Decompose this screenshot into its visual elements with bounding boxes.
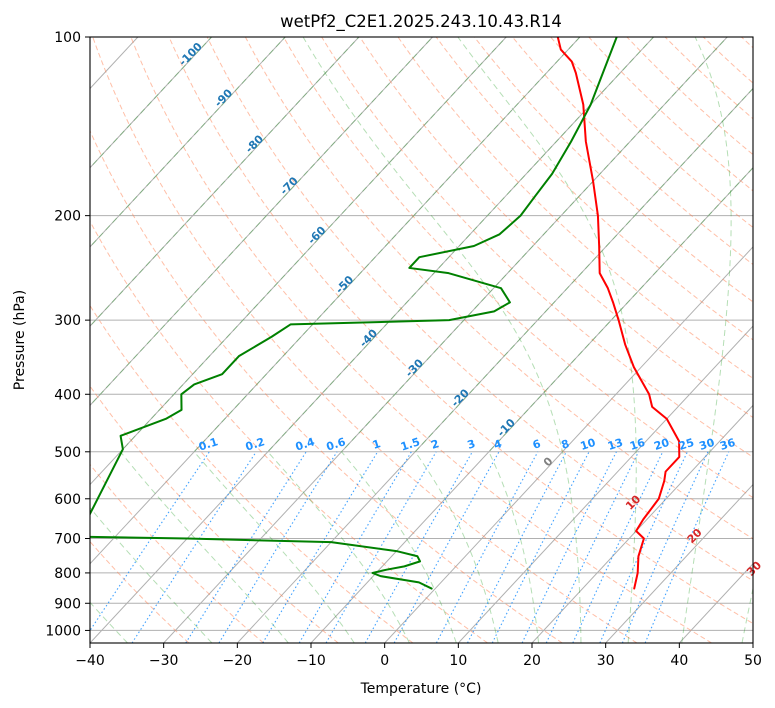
dry-adiabat-line	[244, 37, 753, 540]
chart-title: wetPf2_C2E1.2025.243.10.43.R14	[280, 12, 562, 32]
y-tick-label: 500	[54, 445, 81, 461]
x-tick-label: 50	[744, 653, 762, 669]
dry-adiabat-line	[321, 37, 753, 458]
mixing-ratio-line	[131, 451, 257, 643]
mixing-ratio-line	[393, 451, 500, 643]
mixing-ratio-label: 1.5	[399, 435, 422, 453]
moist-adiabat-line	[681, 37, 732, 643]
dry-adiabat-line	[283, 37, 753, 499]
dry-adiabat-line	[473, 37, 753, 303]
dry-adiabat-line	[359, 37, 753, 419]
mixing-ratio-line	[491, 451, 590, 643]
mixing-ratio-label: 25	[677, 436, 696, 453]
moist-adiabat-line	[488, 166, 753, 643]
isotherm-line	[531, 404, 753, 643]
isotherm-line	[163, 37, 728, 643]
isotherm-line	[384, 246, 753, 643]
moist-adiabat-line	[193, 37, 581, 643]
mixing-ratio-label: 2	[429, 437, 440, 452]
mixing-ratio-line	[644, 451, 730, 643]
y-tick-label: 700	[54, 532, 81, 548]
x-tick-label: −20	[223, 653, 253, 669]
mixing-ratio-label: 4	[492, 437, 504, 452]
mixing-ratio-label: 3	[466, 437, 477, 452]
mixing-ratio-label: 30	[698, 436, 717, 453]
y-tick-label: 300	[54, 313, 81, 329]
isotherm-line	[90, 37, 212, 169]
mixing-ratio-line	[90, 451, 210, 632]
mixing-ratio-label: 1	[371, 437, 382, 452]
dry-adiabat-line	[92, 37, 638, 643]
sounding-profiles	[90, 37, 681, 590]
isotherm-line	[90, 37, 433, 407]
y-tick-label: 600	[54, 492, 81, 508]
x-tick-label: 20	[523, 653, 541, 669]
mixing-ratio-line	[435, 451, 539, 643]
mixing-ratio-label: 36	[718, 436, 737, 453]
y-tick-label: 1000	[45, 623, 81, 639]
mixing-ratio-label: 6	[531, 437, 543, 452]
x-tick-label: −10	[296, 653, 326, 669]
mixing-ratio-label: 13	[606, 436, 625, 453]
y-tick-label: 200	[54, 209, 81, 225]
x-tick-label: 10	[449, 653, 467, 669]
moist-adiabat-line	[340, 37, 728, 643]
x-tick-label: 40	[670, 653, 688, 669]
mixing-ratio-label: 20	[652, 436, 671, 453]
isotherm-line	[90, 37, 654, 643]
x-tick-label: −30	[149, 653, 179, 669]
mixing-ratio-label: 16	[628, 436, 647, 453]
dry-adiabats	[90, 37, 753, 643]
mixing-ratio-lines	[90, 451, 730, 643]
y-tick-label: 900	[54, 596, 81, 612]
plot-frame	[89, 36, 754, 644]
isotherm-line	[90, 37, 360, 327]
x-axis-ticks: −40 −30 −20 −10 0 10 20 30 40 50	[75, 643, 762, 669]
moist-adiabat-line	[119, 37, 507, 643]
mixing-ratio-label: 0.4	[294, 435, 317, 453]
moist-adiabat-line	[267, 37, 654, 643]
mixing-ratio-label: 0.6	[325, 435, 348, 453]
moist-adiabat-line	[457, 37, 637, 643]
mixing-ratio-line	[262, 451, 379, 643]
moist-adiabat-line	[414, 87, 753, 643]
dewpoint-profile-line	[90, 37, 618, 590]
mixing-ratio-line	[185, 451, 307, 643]
y-axis-title: Pressure (hPa)	[12, 290, 28, 390]
dry-adiabat-line	[435, 37, 753, 341]
isotherm-line	[457, 325, 753, 643]
x-tick-label: 0	[380, 653, 389, 669]
dry-adiabat-line	[90, 304, 414, 643]
x-tick-label: 30	[597, 653, 615, 669]
y-tick-label: 100	[54, 30, 81, 46]
isotherm-line	[90, 37, 507, 486]
mixing-ratio-label: 0.1	[197, 435, 220, 453]
y-axis-ticks: 100 200 300 400 500 600 700 800 900 1000	[45, 30, 90, 639]
y-tick-label: 800	[54, 566, 81, 582]
mixing-ratio-line	[621, 451, 709, 643]
x-tick-label: −40	[75, 653, 105, 669]
dry-adiabat-line	[90, 463, 264, 643]
mixing-ratio-label: 8	[560, 437, 571, 452]
moist-adiabat-line	[741, 586, 753, 643]
mixing-ratio-label: 0.2	[244, 435, 267, 453]
moist-adiabats	[90, 37, 753, 643]
x-axis-title: Temperature (°C)	[360, 681, 482, 697]
dry-adiabat-line	[90, 220, 488, 643]
y-tick-label: 400	[54, 387, 81, 403]
isotherm-line	[90, 37, 581, 565]
mixing-ratio-line	[521, 451, 617, 643]
mixing-ratio-label: 10	[579, 436, 598, 453]
dry-adiabat-line	[168, 37, 753, 625]
temperature-profile-line	[556, 37, 681, 590]
isotherm-line	[605, 483, 753, 643]
moist-adiabat-line	[90, 37, 360, 643]
dry-adiabat-line	[90, 129, 563, 643]
dry-adiabat-line	[90, 540, 190, 643]
isotherm-line	[90, 37, 286, 248]
dry-adiabat-line	[130, 37, 712, 643]
